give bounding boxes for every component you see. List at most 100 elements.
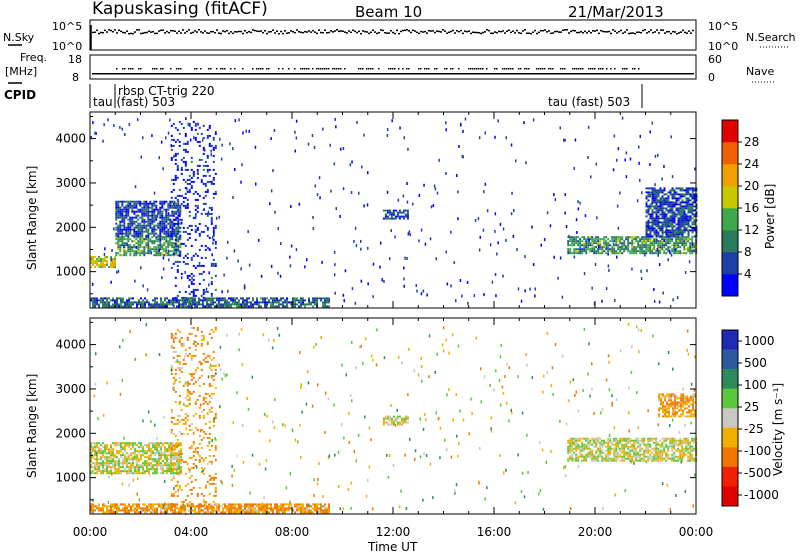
scatter-cell-2 <box>175 202 178 205</box>
scatter-cell-6 <box>575 242 578 245</box>
scatter-cell-7 <box>693 195 696 198</box>
nave-sample <box>508 68 510 70</box>
speckle-cell <box>670 253 673 257</box>
scatter-cell-1 <box>302 505 304 508</box>
speckle-cell <box>255 182 257 186</box>
scatter-cell-6 <box>595 246 598 249</box>
speckle-cell <box>363 133 365 137</box>
scatter-cell-7 <box>661 197 664 200</box>
scatter-cell-3 <box>210 208 213 211</box>
scatter-cell-1 <box>260 503 262 506</box>
scatter-cell-3 <box>194 138 197 141</box>
speckle-cell <box>639 134 641 138</box>
scatter-cell-7 <box>685 187 688 190</box>
scatter-cell-1 <box>282 507 284 510</box>
scatter-cell-1 <box>256 509 258 512</box>
scatter-cell-3 <box>204 160 207 163</box>
scatter-cell-4 <box>242 303 244 306</box>
speckle-cell <box>607 264 610 268</box>
scatter-cell-1 <box>132 509 134 512</box>
nsky-sample <box>436 30 438 32</box>
scatter-cell-2 <box>182 422 185 425</box>
freq-sample <box>162 73 164 75</box>
speckle-cell <box>517 287 520 291</box>
scatter-cell-1 <box>136 505 138 508</box>
nsky-sample <box>276 30 278 32</box>
scatter-cell-4 <box>116 299 118 302</box>
nave-sample <box>256 68 258 70</box>
scatter-cell-2 <box>161 218 164 221</box>
scatter-cell-7 <box>675 223 678 226</box>
scatter-cell-5 <box>396 213 399 216</box>
scatter-cell-2 <box>123 218 126 221</box>
scatter-cell-7 <box>677 235 680 238</box>
scatter-cell-3 <box>212 160 215 163</box>
scatter-cell-0 <box>132 462 134 465</box>
scatter-cell-4 <box>208 297 210 300</box>
velocity-data-layer <box>90 322 698 515</box>
scatter-cell-0 <box>180 470 182 473</box>
scatter-cell-2 <box>153 216 156 219</box>
scatter-cell-3 <box>184 164 187 167</box>
scatter-cell-0 <box>130 472 132 475</box>
scatter-cell-1 <box>140 507 142 510</box>
nsky-sample <box>582 32 584 34</box>
scatter-cell-1 <box>166 509 168 512</box>
scatter-cell-2 <box>143 218 146 221</box>
scatter-cell-2 <box>115 218 118 221</box>
scatter-cell-4 <box>158 303 160 306</box>
scatter-cell-3 <box>194 124 197 127</box>
scatter-cell-0 <box>136 444 138 447</box>
scatter-cell-2 <box>131 234 134 237</box>
scatter-cell-4 <box>174 301 176 304</box>
scatter-cell-7 <box>671 193 674 196</box>
nsky-sample <box>682 29 684 32</box>
scatter-cell-1 <box>173 248 176 251</box>
scatter-cell-2 <box>178 340 181 343</box>
scatter-cell-2 <box>167 202 170 205</box>
scatter-cell-6 <box>611 238 614 241</box>
speckle-cell <box>248 263 251 267</box>
scatter-cell-6 <box>585 246 588 249</box>
scatter-cell-4 <box>150 305 152 308</box>
freq-sample <box>380 73 382 75</box>
nsky-sample <box>256 30 258 32</box>
scatter-cell-1 <box>169 240 172 243</box>
scatter-cell-3 <box>190 304 193 307</box>
scatter-cell-1 <box>123 242 126 245</box>
nsky-sample <box>364 30 366 33</box>
speckle-cell <box>232 196 234 199</box>
freq-sample <box>278 73 280 75</box>
scatter-cell-1 <box>149 252 152 255</box>
scatter-cell-3 <box>176 176 179 179</box>
nsky-sample <box>350 31 352 34</box>
scatter-cell-1 <box>137 252 140 255</box>
speckle-cell <box>193 136 195 140</box>
scatter-cell-6 <box>665 244 668 247</box>
scatter-cell-0 <box>134 456 136 459</box>
speckle-cell <box>464 117 467 121</box>
scatter-cell-7 <box>647 233 650 236</box>
power-scale-swatch <box>722 230 738 253</box>
scatter-cell-7 <box>667 221 670 224</box>
nsky-sample <box>328 31 330 34</box>
scatter-cell-1 <box>194 509 196 512</box>
scatter-cell-3 <box>174 174 177 177</box>
scatter-cell-2 <box>115 210 118 213</box>
nave-sample <box>312 68 314 70</box>
scatter-cell-4 <box>152 303 154 306</box>
scatter-cell-1 <box>127 244 130 247</box>
scatter-cell-6 <box>627 242 630 245</box>
scatter-cell-7 <box>687 211 690 214</box>
scatter-cell-1 <box>246 509 248 512</box>
freq-sample <box>270 73 272 75</box>
scatter-cell-0 <box>164 442 166 445</box>
scatter-cell-6 <box>687 248 690 251</box>
nsky-sample <box>134 31 136 33</box>
scatter-cell-4 <box>248 297 250 300</box>
scatter-cell-4 <box>274 301 276 304</box>
nsky-sample <box>546 31 548 33</box>
scatter-cell-1 <box>212 511 214 514</box>
scatter-cell-7 <box>679 205 682 208</box>
scatter-cell-1 <box>320 509 322 512</box>
